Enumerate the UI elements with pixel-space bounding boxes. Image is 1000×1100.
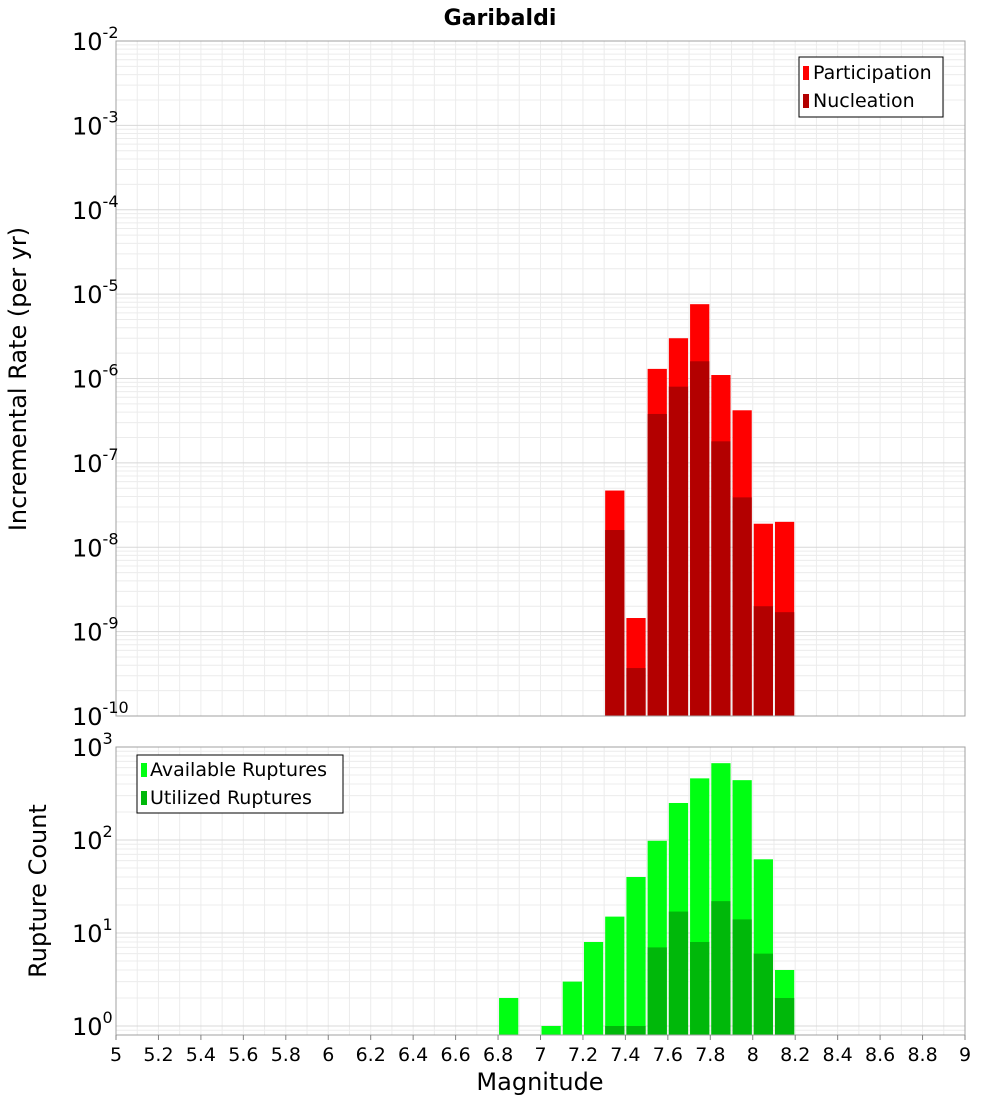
x-tick-label: 8.8 — [907, 1044, 937, 1066]
x-tick-label: 8.2 — [780, 1044, 810, 1066]
legend-swatch-participation — [803, 66, 809, 80]
nucleation-bar — [626, 668, 646, 716]
rate-y-axis-label: Incremental Rate (per yr) — [4, 227, 32, 531]
utilized-ruptures-bar — [732, 919, 752, 1035]
available-ruptures-bar — [605, 916, 625, 1035]
legend-label-utilized: Utilized Ruptures — [150, 787, 312, 809]
x-tick-label: 7.4 — [610, 1044, 640, 1066]
count-legend: Available Ruptures Utilized Ruptures — [136, 754, 344, 814]
nucleation-bar — [774, 612, 795, 716]
rate-grid — [115, 40, 966, 717]
nucleation-bar — [753, 606, 773, 716]
legend-label-participation: Participation — [813, 62, 932, 84]
rate-y-tick-label: 10-5 — [72, 276, 119, 309]
chart-title: Garibaldi — [444, 6, 557, 31]
legend-label-available: Available Ruptures — [150, 759, 327, 781]
utilized-ruptures-bar — [690, 942, 710, 1035]
x-tick-label: 6 — [322, 1044, 334, 1066]
utilized-ruptures-bar — [753, 953, 773, 1035]
legend-swatch-nucleation — [803, 94, 809, 108]
x-tick-label: 7 — [534, 1044, 546, 1066]
x-tick-label: 9 — [959, 1044, 971, 1066]
x-tick-label: 7.2 — [568, 1044, 598, 1066]
rate-y-tick-label: 10-8 — [72, 529, 119, 562]
legend-swatch-utilized — [141, 791, 147, 805]
x-tick-label: 6.2 — [356, 1044, 386, 1066]
utilized-ruptures-bar — [605, 1025, 625, 1035]
utilized-ruptures-bar — [647, 947, 667, 1035]
rate-y-tick-label: 10-6 — [72, 361, 119, 394]
x-tick-label: 5.8 — [271, 1044, 301, 1066]
nucleation-bar — [647, 413, 667, 716]
count-y-axis-label: Rupture Count — [24, 804, 52, 978]
rate-y-tick-label: 10-4 — [72, 192, 119, 225]
count-y-tick-label: 100 — [72, 1008, 113, 1041]
count-legend-box — [136, 754, 344, 814]
nucleation-bar — [690, 361, 710, 716]
available-ruptures-bar — [626, 877, 646, 1035]
rate-legend-box — [798, 56, 944, 118]
x-tick-label: 5.2 — [143, 1044, 173, 1066]
rate-y-ticks: 10-10 10-9 10-8 10-7 10-6 10-5 10-4 10-3 10-2 — [72, 23, 129, 731]
rate-legend: Participation Nucleation — [798, 56, 944, 118]
rate-bars — [605, 304, 795, 716]
rate-y-tick-label: 10-10 — [72, 698, 129, 731]
x-tick-label: 5.4 — [186, 1044, 216, 1066]
x-tick-label: 6.6 — [440, 1044, 470, 1066]
count-y-tick-label: 103 — [72, 729, 113, 762]
x-tick-label: 6.8 — [483, 1044, 513, 1066]
legend-swatch-available — [141, 763, 147, 777]
nucleation-bar — [732, 497, 752, 716]
nucleation-bar — [668, 386, 689, 716]
count-bars — [499, 763, 795, 1035]
count-panel: 100 101 102 103 5 5.2 5.4 5.6 5.8 6 6.2 6.4 6.6 6.8 7… — [24, 729, 971, 1096]
x-axis-label: Magnitude — [476, 1068, 603, 1096]
available-ruptures-bar — [541, 1025, 561, 1035]
x-tick-label: 8.4 — [823, 1044, 853, 1066]
available-ruptures-bar — [499, 997, 519, 1035]
utilized-ruptures-bar — [626, 1025, 646, 1035]
count-y-ticks: 100 101 102 103 — [72, 729, 113, 1041]
nucleation-bar — [605, 530, 625, 716]
x-tick-label: 8 — [747, 1044, 759, 1066]
x-tick-label: 5.6 — [228, 1044, 258, 1066]
x-tick-label: 7.8 — [695, 1044, 725, 1066]
rate-y-tick-label: 10-7 — [72, 445, 119, 478]
count-y-tick-label: 101 — [72, 915, 113, 948]
rate-panel: 10-10 10-9 10-8 10-7 10-6 10-5 10-4 10-3 10-2 In… — [4, 23, 966, 731]
available-ruptures-bar — [583, 942, 604, 1035]
utilized-ruptures-bar — [711, 901, 731, 1035]
count-grid — [115, 746, 966, 1036]
x-tick-label: 5 — [110, 1044, 122, 1066]
legend-label-nucleation: Nucleation — [813, 90, 915, 112]
rate-plot-border — [115, 40, 966, 717]
utilized-ruptures-bar — [774, 997, 795, 1035]
x-tick-label: 6.4 — [398, 1044, 428, 1066]
nucleation-bar — [711, 441, 731, 716]
utilized-ruptures-bar — [668, 911, 689, 1035]
rate-y-tick-label: 10-9 — [72, 614, 119, 647]
rate-y-tick-label: 10-3 — [72, 107, 119, 140]
x-tick-label: 7.6 — [653, 1044, 683, 1066]
rate-y-tick-label: 10-2 — [72, 23, 119, 56]
count-y-tick-label: 102 — [72, 822, 113, 855]
available-ruptures-bar — [562, 981, 582, 1035]
count-x-ticks: 5 5.2 5.4 5.6 5.8 6 6.2 6.4 6.6 6.8 7 7.2 7.4 7.6 7.8 8… — [110, 1035, 971, 1066]
x-tick-label: 8.6 — [865, 1044, 895, 1066]
